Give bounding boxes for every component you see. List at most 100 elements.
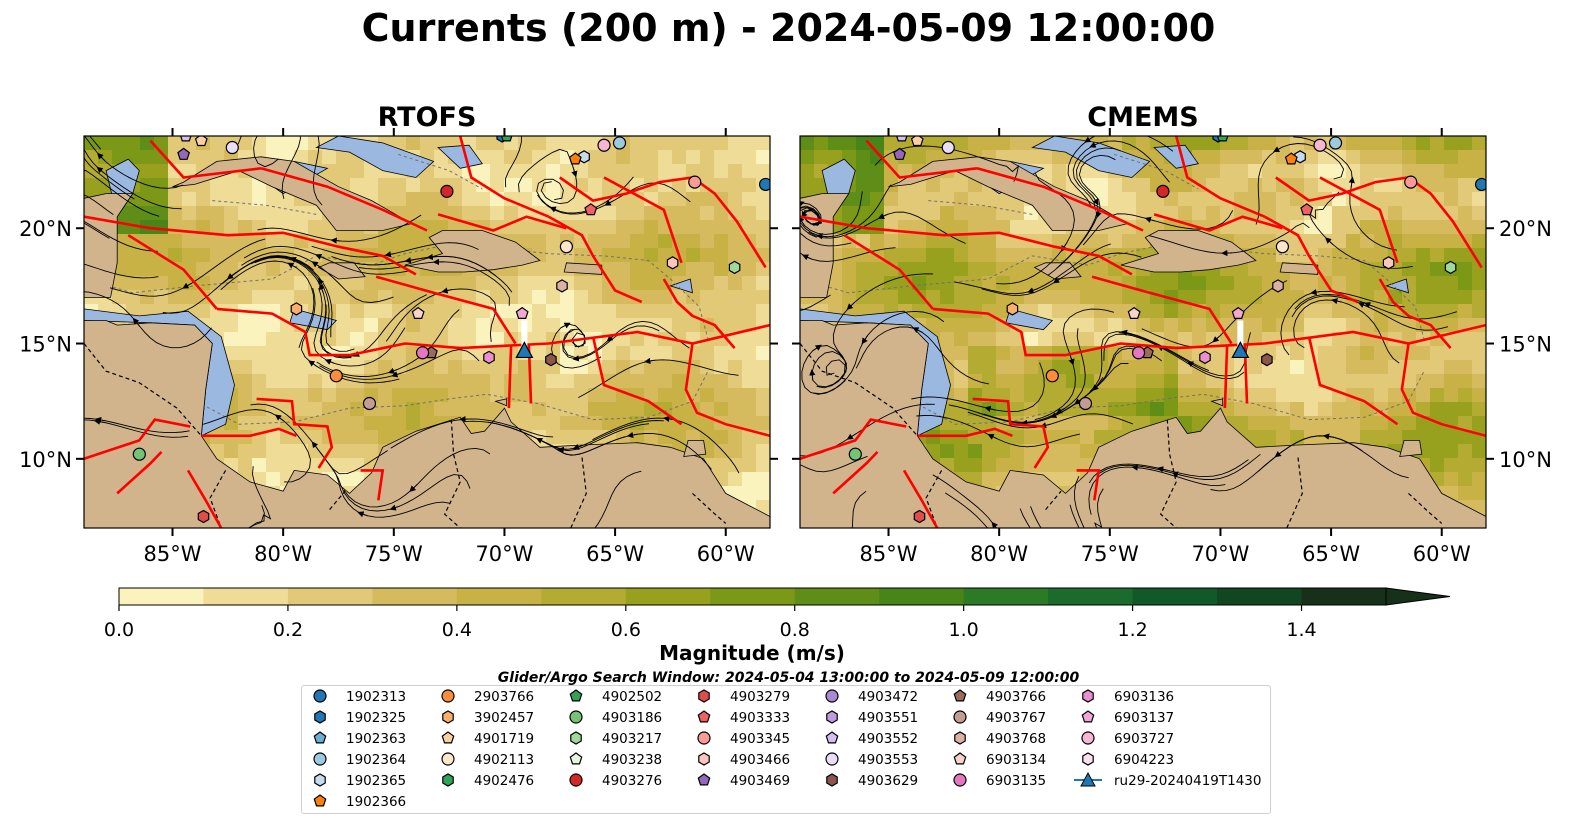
panel-frame (83, 135, 771, 529)
legend-label: 4903469 (730, 773, 790, 789)
float-4903276 (440, 184, 454, 198)
eez-boundary (843, 234, 934, 310)
streamline-arrow (1310, 289, 1322, 296)
colorbar-segment (119, 588, 204, 605)
isobath-contours (800, 153, 1425, 425)
streamline (84, 222, 110, 239)
float-4903552 (896, 136, 908, 142)
eez-boundary (507, 345, 513, 409)
land-mass (1399, 439, 1423, 457)
legend-entry: 4902476 (442, 773, 534, 789)
eez-boundary (186, 469, 223, 528)
lat-tick-label: 20°N (1499, 217, 1552, 241)
legend-entry: 4903345 (697, 731, 790, 747)
legend-entry: 4903472 (825, 689, 918, 705)
streamline-arrow (308, 360, 318, 368)
legend-label: 4902502 (602, 689, 662, 705)
lon-tick-label: 80°W (970, 542, 1028, 566)
glider-track (521, 320, 528, 347)
streamline-arrow (73, 216, 80, 219)
streamline-arrow (557, 446, 569, 454)
streamline (811, 351, 848, 388)
legend-marker (441, 752, 455, 766)
streamline-arrow (816, 233, 828, 240)
legend-marker (825, 731, 839, 744)
float-4902502 (1216, 136, 1229, 142)
streamline (851, 490, 867, 528)
streamline-arrow (441, 287, 453, 294)
eez-boundaries (84, 136, 770, 528)
streamline (84, 419, 189, 438)
eez-boundary (216, 307, 770, 357)
legend-entry: 1902364 (313, 752, 406, 768)
lat-tick-label: 15°N (19, 333, 72, 357)
float-4903629 (1261, 353, 1273, 367)
lon-tick-label: 75°W (365, 542, 423, 566)
colorbar-label: Magnitude (m/s) (659, 641, 845, 665)
legend-entry: 4903766 (953, 689, 1046, 705)
legend-marker (569, 752, 583, 765)
float-6903137 (515, 306, 529, 319)
float-4903551 (1569, 84, 1577, 96)
streamline-arrow (324, 358, 336, 365)
colorbar-tick-label: 0.2 (273, 619, 303, 641)
legend-entry: 2903766 (441, 689, 534, 705)
legend-marker (697, 773, 711, 786)
streamline-arrow (1084, 136, 1094, 143)
country-borders (800, 343, 1443, 528)
legend-entry: 4903279 (698, 689, 790, 705)
float-4903629 (545, 353, 557, 367)
legend-label: 1902313 (346, 689, 406, 705)
streamlines (780, 136, 1457, 528)
float-4901719 (910, 136, 924, 147)
legend-marker (697, 710, 711, 723)
legend: 1902313 1902325 1902363 1902364 1902365 19023… (301, 685, 1271, 814)
streamline-arrow (1325, 237, 1334, 246)
streamline-arrow (780, 456, 787, 459)
legend-marker (313, 794, 327, 807)
streamline-arrow (391, 371, 402, 378)
country-borders (84, 343, 727, 528)
streamline-arrow (502, 101, 508, 106)
colorbar-segment (794, 588, 880, 605)
streamline-arrow (97, 152, 106, 162)
eez-boundary (260, 167, 428, 232)
country-border (925, 470, 943, 528)
eez-boundary (1275, 176, 1483, 269)
float-4903238 (831, 84, 842, 95)
legend-label: 4903466 (730, 752, 790, 768)
float-4903553 (941, 140, 955, 155)
streamline-arrow (404, 257, 416, 264)
float-4903768 (1272, 279, 1284, 293)
streamline-arrow (278, 122, 286, 123)
streamline (594, 470, 642, 528)
legend-entry: 1902363 (313, 731, 406, 747)
lon-tick-label: 70°W (475, 542, 533, 566)
legend-entry: 6903137 (1081, 710, 1174, 726)
legend-entry: 6904223 (1082, 752, 1174, 768)
legend-marker (442, 710, 454, 724)
legend-entry: 4903629 (826, 773, 918, 789)
streamline-arrow (1095, 207, 1102, 219)
float-4903186 (848, 447, 862, 461)
legend-entry: 6903727 (1081, 731, 1174, 747)
float-4903217 (728, 260, 741, 275)
legend-label: 1902364 (346, 752, 406, 768)
float-4903469 (177, 147, 191, 160)
streamline (390, 418, 554, 449)
streamline-arrow (1131, 464, 1143, 471)
streamline-arrow (812, 344, 822, 352)
eez-boundary (1223, 345, 1229, 409)
eez-boundary (800, 215, 1133, 276)
country-border (1408, 492, 1443, 524)
streamline (551, 323, 602, 369)
eez-boundary (1378, 278, 1452, 349)
legend-entry: 4903186 (569, 710, 662, 726)
streamline (504, 136, 522, 188)
streamline-arrow (1055, 407, 1066, 414)
eez-boundary (932, 307, 1486, 357)
streamline (316, 309, 460, 377)
legend-marker (1081, 710, 1095, 723)
streamline-arrow (1171, 471, 1183, 478)
